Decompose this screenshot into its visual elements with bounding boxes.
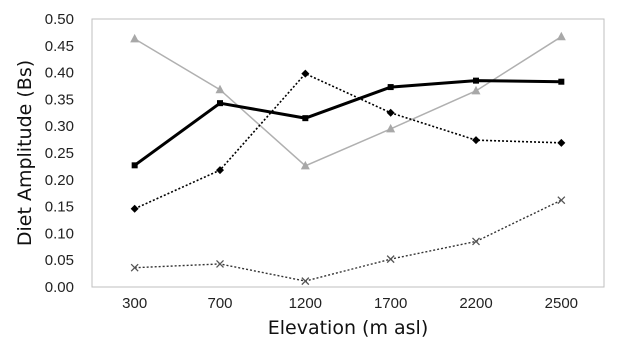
x-tick-label: 2200 [459, 295, 492, 312]
data-point [301, 69, 310, 78]
data-point [556, 31, 566, 41]
x-tick-label: 700 [207, 295, 232, 312]
data-point [558, 78, 565, 85]
data-point [216, 166, 224, 175]
data-point [300, 160, 310, 170]
series-line [134, 199, 562, 282]
data-point [131, 162, 138, 169]
x-axis-title: Elevation (m asl) [268, 317, 429, 339]
data-point [301, 277, 310, 286]
data-point [557, 196, 566, 205]
series-layer [130, 31, 566, 286]
data-point [386, 123, 396, 133]
y-tick-label: 0.50 [45, 11, 74, 28]
data-point [471, 85, 481, 95]
series-4 [130, 196, 566, 286]
data-point [386, 255, 395, 264]
y-tick-label: 0.20 [45, 172, 74, 189]
data-point [130, 204, 139, 213]
data-point [216, 259, 224, 268]
series-1 [131, 77, 565, 169]
y-tick-label: 0.25 [45, 145, 74, 162]
y-axis-title: Diet Amplitude (Bs) [14, 60, 36, 246]
y-tick-label: 0.35 [45, 91, 74, 108]
y-tick-label: 0.05 [45, 252, 74, 269]
series-2 [130, 31, 566, 170]
y-tick-label: 0.40 [45, 65, 74, 82]
data-point [473, 77, 479, 84]
x-tick-label: 1700 [374, 295, 407, 312]
series-line [133, 79, 562, 167]
series-3 [130, 69, 566, 213]
data-point [472, 237, 480, 246]
data-point [130, 33, 140, 43]
y-axis-ticks: 0.00 0.05 0.10 0.15 0.20 0.25 0.30 0.35 0.40 0.45… [45, 11, 74, 296]
y-tick-label: 0.30 [45, 118, 74, 135]
data-point [130, 263, 139, 272]
y-tick-label: 0.10 [45, 225, 74, 242]
data-point [302, 115, 309, 122]
plot-frame [91, 18, 605, 288]
y-tick-label: 0.45 [45, 38, 74, 55]
y-tick-label: 0.15 [45, 199, 74, 216]
data-point [557, 138, 566, 147]
data-point [217, 100, 223, 107]
x-tick-label: 2500 [545, 295, 578, 312]
data-point [387, 84, 394, 91]
data-point [215, 84, 225, 94]
y-tick-label: 0.00 [45, 279, 74, 296]
x-tick-label: 1200 [289, 295, 322, 312]
data-point [386, 108, 395, 117]
series-line [134, 72, 562, 210]
x-axis-ticks: 300 700 1200 1700 2200 2500 [122, 295, 578, 312]
data-point [472, 136, 480, 145]
x-tick-label: 300 [122, 295, 147, 312]
